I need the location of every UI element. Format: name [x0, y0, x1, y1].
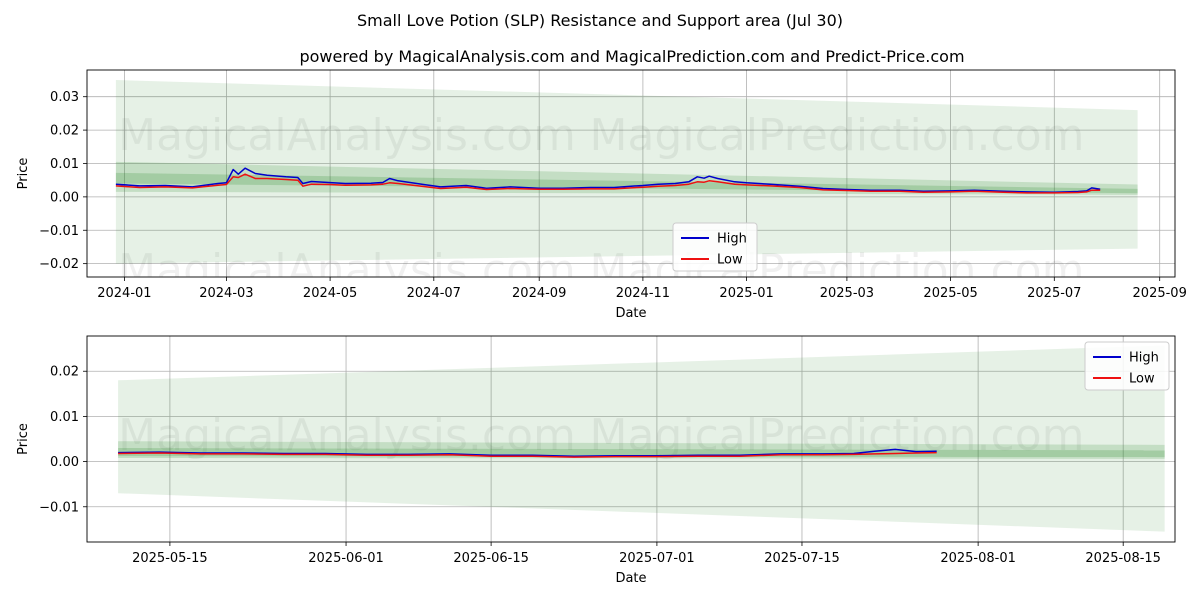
axes-frame	[86, 69, 1176, 278]
x-tick-label: 2025-07	[1027, 286, 1081, 301]
y-tick-label: 0.02	[50, 365, 79, 380]
axes-frame	[86, 335, 1176, 543]
x-tick-label: 2024-07	[407, 286, 461, 301]
legend-label-low: Low	[1129, 372, 1155, 387]
y-tick-label: −0.01	[39, 500, 79, 515]
x-tick-label: 2025-05	[923, 286, 977, 301]
band-area-1	[118, 345, 1165, 532]
band-area-2	[115, 161, 1138, 195]
legend-label-high: High	[1129, 351, 1159, 366]
watermark-group: MagicalAnalysis.com MagicalPrediction.com…	[118, 110, 1085, 296]
x-tick-label: 2025-06-15	[453, 551, 529, 566]
x-tick-label: 2025-05-15	[132, 551, 208, 566]
x-tick-label: 2025-08-15	[1085, 551, 1161, 566]
series-line-low	[118, 451, 937, 458]
y-tick-label: 0.01	[50, 157, 79, 172]
x-axis-label: Date	[615, 306, 646, 321]
band-area-1	[115, 80, 1138, 264]
legend: High Low	[672, 222, 758, 272]
x-tick-label: 2025-09	[1133, 286, 1187, 301]
legend: High Low	[1084, 341, 1170, 391]
series-line-high	[115, 167, 1101, 193]
x-tick-label: 2025-03	[820, 286, 874, 301]
band-area-3	[115, 172, 1138, 194]
x-axis-label: Date	[615, 571, 646, 586]
watermark-text: MagicalPrediction.com	[590, 110, 1085, 161]
x-tick-label: 2025-07-15	[764, 551, 840, 566]
x-tick-label: 2024-03	[199, 286, 253, 301]
x-tick-label: 2025-06-01	[308, 551, 384, 566]
y-tick-label: 0.02	[50, 124, 79, 139]
x-tick-label: 2024-05	[303, 286, 357, 301]
watermark-text: MagicalPrediction.com	[590, 245, 1085, 296]
y-tick-label: −0.02	[39, 257, 79, 272]
series-line-high	[118, 448, 937, 457]
y-axis-label: Price	[16, 158, 31, 190]
legend-label-low: Low	[717, 253, 743, 268]
x-tick-label: 2025-07-01	[619, 551, 695, 566]
bottom-chart: MagicalAnalysis.com MagicalPrediction.com…	[16, 335, 1176, 586]
x-tick-label: 2025-01	[719, 286, 773, 301]
legend-box	[672, 222, 758, 272]
x-tick-label: 2024-01	[97, 286, 151, 301]
watermark-text: MagicalAnalysis.com	[118, 245, 576, 296]
y-tick-label: 0.00	[50, 190, 79, 205]
watermark-group: MagicalAnalysis.com MagicalPrediction.com	[118, 410, 1084, 461]
y-tick-label: 0.03	[50, 90, 79, 105]
x-tick-label: 2024-09	[512, 286, 566, 301]
watermark-text: MagicalAnalysis.com	[118, 110, 576, 161]
top-chart: MagicalAnalysis.com MagicalPrediction.com…	[16, 69, 1187, 321]
y-tick-label: −0.01	[39, 224, 79, 239]
y-tick-label: 0.01	[50, 410, 79, 425]
watermark-text: MagicalPrediction.com	[590, 410, 1085, 461]
y-tick-label: 0.00	[50, 455, 79, 470]
x-tick-label: 2024-11	[616, 286, 670, 301]
series-line-low	[115, 173, 1101, 194]
chart-subtitle: powered by MagicalAnalysis.com and Magic…	[299, 47, 964, 66]
y-axis-label: Price	[16, 423, 31, 455]
chart-title: Small Love Potion (SLP) Resistance and S…	[357, 11, 843, 30]
x-tick-label: 2025-08-01	[940, 551, 1016, 566]
legend-label-high: High	[717, 232, 747, 247]
legend-box	[1084, 341, 1170, 391]
